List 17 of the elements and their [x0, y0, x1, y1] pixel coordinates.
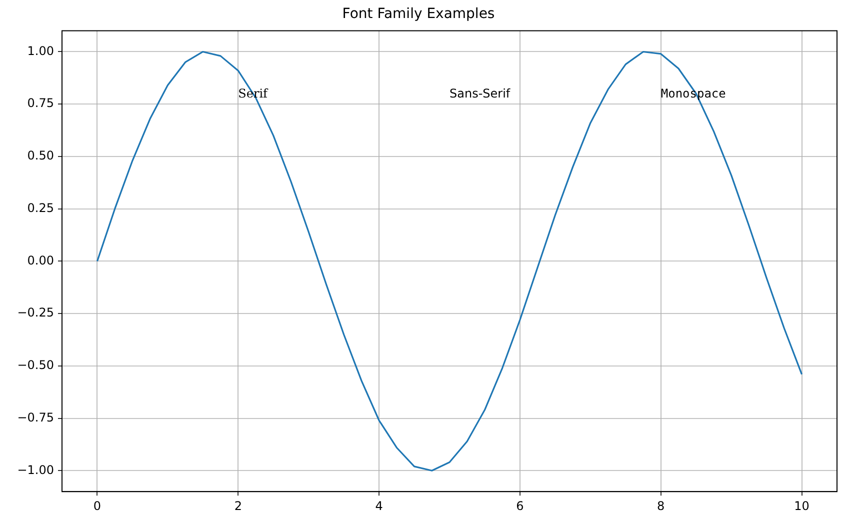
x-tick-label: 0 — [93, 498, 102, 513]
y-tick-label: 0.50 — [27, 148, 54, 163]
x-tick-label: 4 — [375, 498, 383, 513]
annotation: Sans-Serif — [450, 86, 511, 101]
y-tick-label: 0.00 — [27, 253, 54, 268]
y-tick-label: −0.75 — [17, 410, 54, 424]
y-tick-label: −1.00 — [17, 462, 54, 477]
y-tick-label: 0.75 — [27, 96, 54, 110]
x-tick-label: 2 — [234, 498, 242, 513]
y-tick-label: −0.25 — [17, 306, 54, 320]
x-tick-label: 6 — [516, 498, 524, 513]
y-tick-label: 1.00 — [27, 44, 54, 58]
x-tick-label: 10 — [794, 498, 810, 513]
x-tick-label: 8 — [657, 498, 665, 513]
y-tick-label: 0.25 — [27, 200, 54, 215]
y-tick-label: −0.50 — [17, 358, 54, 372]
chart-title: Font Family Examples — [342, 6, 495, 22]
